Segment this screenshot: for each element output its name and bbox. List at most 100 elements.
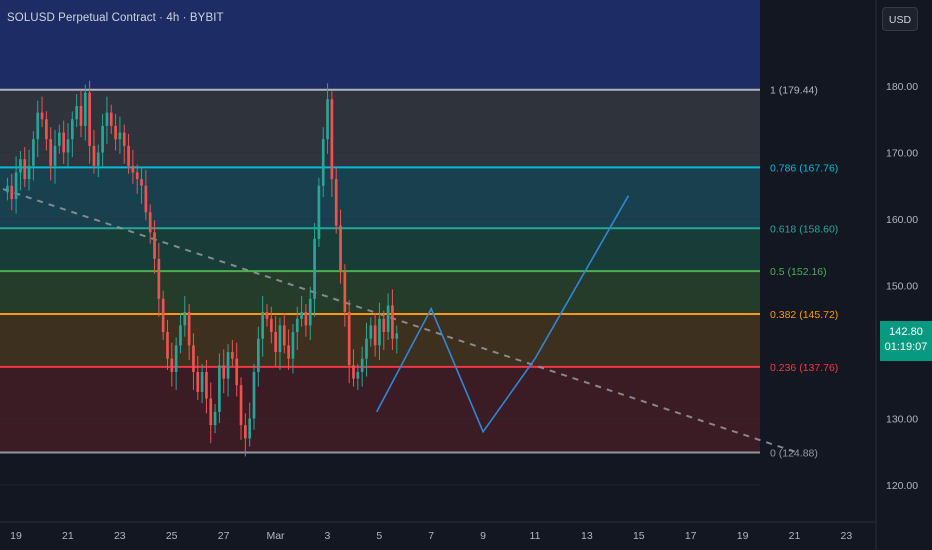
candle-body <box>334 179 338 226</box>
candle-body <box>140 179 143 186</box>
candle <box>170 342 174 387</box>
candle-body <box>10 185 14 200</box>
candle <box>261 296 265 357</box>
candle <box>300 296 303 327</box>
candle-body <box>369 325 373 339</box>
projection-path <box>375 195 630 434</box>
candle-body <box>352 365 355 379</box>
candle <box>391 289 394 351</box>
candle-body <box>386 305 390 333</box>
candle-body <box>209 398 213 426</box>
candle <box>235 342 239 397</box>
candle-body <box>308 298 312 326</box>
candle-body <box>378 318 381 346</box>
candle <box>278 317 282 370</box>
fib-zone <box>0 228 760 272</box>
candle <box>205 359 208 414</box>
last-price-badge: 142.80 01:19:07 <box>880 321 932 361</box>
candle-body <box>200 371 204 392</box>
candle <box>179 313 182 354</box>
fib-zones <box>0 0 760 453</box>
candle <box>127 133 130 174</box>
price-tick-label: 180.00 <box>886 81 918 93</box>
candle-body <box>109 112 113 126</box>
fib-zone <box>0 271 760 314</box>
candle-body <box>92 145 96 166</box>
price-tick-label: 170.00 <box>886 148 918 160</box>
candle-body <box>19 159 22 173</box>
candle <box>79 89 83 138</box>
candle-body <box>192 345 195 372</box>
candle-body <box>252 371 256 419</box>
candle-body <box>213 411 217 426</box>
candle-body <box>187 312 191 346</box>
candle <box>19 151 22 191</box>
price-tick-label: 130.00 <box>886 414 918 426</box>
candle-body <box>14 172 18 200</box>
candle-body <box>356 371 360 379</box>
candle-body <box>148 212 152 233</box>
currency-button[interactable]: USD <box>882 7 918 31</box>
candle-body <box>343 272 347 313</box>
price-tick-label: 160.00 <box>886 214 918 226</box>
candle-body <box>122 132 126 146</box>
price-tick-label: 120.00 <box>886 480 918 492</box>
time-tick-label: 19 <box>737 530 749 542</box>
candle <box>157 242 161 317</box>
candle-body <box>313 238 316 299</box>
candle <box>187 304 191 360</box>
candle <box>304 304 308 337</box>
fib-label: 0 (124.88) <box>770 448 818 460</box>
candle-body <box>27 165 31 180</box>
time-tick-label: 25 <box>166 530 178 542</box>
candle-body <box>244 425 247 439</box>
candle-body <box>339 225 342 273</box>
candle-body <box>166 332 169 359</box>
candle-body <box>88 92 91 146</box>
candle <box>36 100 40 158</box>
candle-body <box>32 139 35 166</box>
candle <box>326 83 329 154</box>
candle <box>365 322 368 377</box>
candle-body <box>239 385 243 426</box>
candle <box>196 355 200 400</box>
candle-body <box>235 358 239 386</box>
candle-body <box>365 338 368 359</box>
candle <box>360 346 364 387</box>
candle-body <box>321 139 325 186</box>
candle <box>58 124 61 154</box>
candle <box>287 329 290 370</box>
candle-body <box>114 125 117 140</box>
price-axis: 120.00130.00140.00150.00160.00170.00180.… <box>875 0 932 550</box>
candle <box>66 123 70 168</box>
candle-body <box>23 159 27 180</box>
candle <box>244 413 247 457</box>
candle-body <box>248 418 252 439</box>
time-tick-label: 21 <box>789 530 801 542</box>
candle <box>105 96 109 144</box>
time-tick-label: 13 <box>581 530 593 542</box>
candle-body <box>256 338 260 372</box>
candle-body <box>101 125 104 153</box>
candle-body <box>274 332 277 352</box>
candle-body <box>295 318 299 333</box>
candle <box>231 340 234 367</box>
candle-body <box>96 152 100 166</box>
candle <box>352 349 355 387</box>
candle-body <box>70 119 74 140</box>
candle-body <box>83 92 87 126</box>
time-tick-label: 19 <box>10 530 22 542</box>
candle-body <box>326 99 329 140</box>
candle <box>239 377 243 440</box>
candle <box>226 344 230 397</box>
candle-body <box>179 325 182 346</box>
candle-body <box>183 312 187 326</box>
time-tick-label: 23 <box>114 530 126 542</box>
last-price: 142.80 <box>889 326 923 338</box>
candle-body <box>261 312 265 339</box>
candle-body <box>157 258 161 299</box>
trendline <box>2 188 798 454</box>
time-tick-label: 11 <box>530 530 541 542</box>
candle-body <box>317 185 321 239</box>
